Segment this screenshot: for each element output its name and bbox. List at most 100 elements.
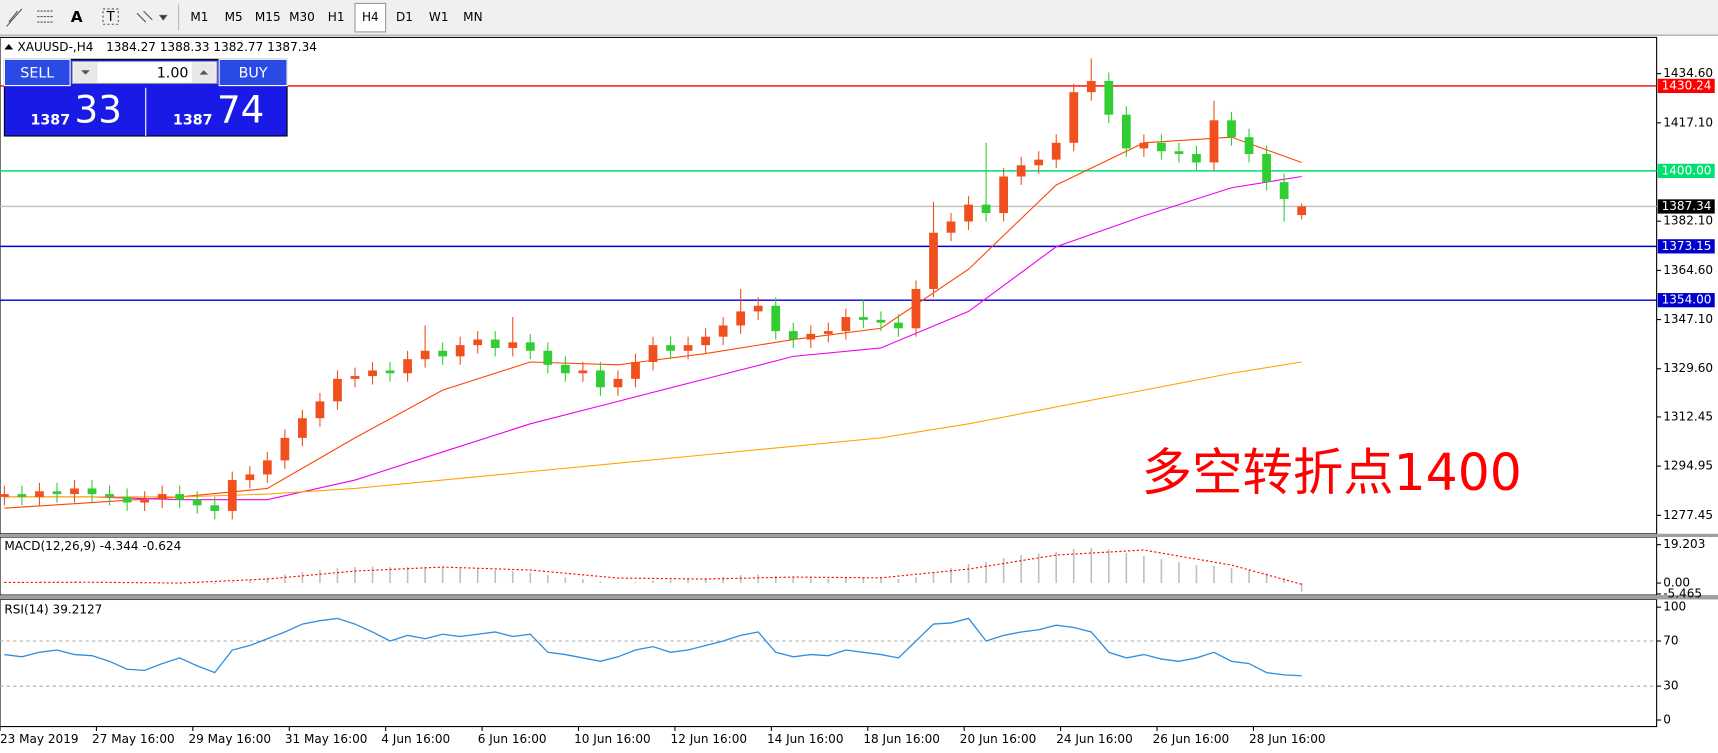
candle-body xyxy=(701,336,710,346)
buy-button[interactable] xyxy=(218,58,288,87)
candle-body xyxy=(1174,151,1184,155)
level-label: 1373.15 xyxy=(1662,239,1712,253)
candle-body xyxy=(0,494,9,497)
candle-body xyxy=(876,319,886,323)
timeframe-button[interactable]: H1 xyxy=(328,10,345,24)
timeframe-button[interactable]: M15 xyxy=(255,10,281,24)
x-tick-label: 4 Jun 16:00 xyxy=(381,732,450,746)
candle-body xyxy=(1051,142,1061,160)
candle-body xyxy=(1034,159,1044,166)
timeframe-button[interactable]: M1 xyxy=(190,10,208,24)
x-tick-label: 6 Jun 16:00 xyxy=(478,732,547,746)
level-label: 1387.34 xyxy=(1662,199,1712,213)
y-tick-label: 1382.10 xyxy=(1663,214,1713,228)
timeframe-button[interactable]: M5 xyxy=(225,10,243,24)
rsi-name: RSI(14) xyxy=(4,602,48,616)
tool-text[interactable]: A xyxy=(71,8,83,26)
buy-price-big[interactable]: 1387 xyxy=(173,113,213,129)
volume-box[interactable] xyxy=(71,60,218,84)
candle-body xyxy=(473,339,483,346)
y-tick-label: 1294.95 xyxy=(1663,459,1713,473)
candle-body xyxy=(1209,120,1219,163)
candle-body xyxy=(315,401,325,419)
timeframe-button[interactable]: W1 xyxy=(429,10,449,24)
candle-body xyxy=(1244,137,1254,155)
sell-price-pips[interactable]: 33 xyxy=(75,87,122,131)
rsi-tick-label: 30 xyxy=(1663,679,1678,693)
timeframe-button[interactable]: D1 xyxy=(396,10,413,24)
x-tick-label: 29 May 16:00 xyxy=(188,732,271,746)
candle-body xyxy=(368,370,377,377)
candle-body xyxy=(508,342,518,348)
moving-average xyxy=(4,136,1302,509)
timeframe-button[interactable]: M30 xyxy=(289,10,315,24)
level-label: 1400.00 xyxy=(1662,163,1712,177)
candle-body xyxy=(841,317,851,332)
y-tick-label: 1347.10 xyxy=(1663,312,1713,326)
candle-body xyxy=(946,221,956,233)
plot: 1434.60 1417.10 1382.10 1364.60 1347.10 1329.… xyxy=(0,58,1715,746)
rsi-label: RSI(14) 39.2127 xyxy=(4,602,102,616)
arrow-down xyxy=(81,70,90,75)
candle-body xyxy=(911,288,921,329)
candle-body xyxy=(1069,92,1079,143)
x-tick-label: 12 Jun 16:00 xyxy=(671,732,748,746)
y-tick-label: 1312.45 xyxy=(1663,409,1713,423)
candle-body xyxy=(1279,182,1289,199)
candle-body xyxy=(455,345,465,357)
candle-body xyxy=(105,494,114,497)
y-tick-label: 1277.45 xyxy=(1663,508,1713,522)
level-label: 1430.24 xyxy=(1662,78,1712,92)
candle-body xyxy=(70,488,79,495)
candle-body xyxy=(683,345,693,351)
candle-body xyxy=(788,331,798,340)
trade-panel: SELL BUY 1.00 1387 33 1387 74 xyxy=(3,58,288,137)
open: 1384.27 xyxy=(106,40,156,54)
sell-price-big[interactable]: 1387 xyxy=(30,113,70,129)
sell-label[interactable]: SELL xyxy=(20,66,54,82)
icon-grid xyxy=(37,10,53,23)
moving-average xyxy=(4,175,1302,501)
candle-body xyxy=(648,345,658,363)
timeframe-button[interactable]: H4 xyxy=(362,10,379,24)
macd-tick-label: -5.465 xyxy=(1663,586,1702,600)
candle-body xyxy=(1104,80,1114,115)
x-tick-label: 18 Jun 16:00 xyxy=(863,732,940,746)
candle-body xyxy=(1297,206,1307,216)
rsi-pane xyxy=(0,598,1658,728)
candle-body xyxy=(298,418,307,438)
buy-price-pips[interactable]: 74 xyxy=(217,87,264,131)
sell-button[interactable] xyxy=(3,58,71,87)
candle-body xyxy=(1157,142,1166,152)
high: 1388.33 xyxy=(160,40,210,54)
active-timeframe xyxy=(354,2,387,33)
rsi-value: 39.2127 xyxy=(53,602,103,616)
candle-body xyxy=(964,204,973,222)
timeframes: M1 M5 M15 M30 H1 H4 D1 W1 MN xyxy=(190,2,483,33)
candle-body xyxy=(227,480,237,511)
icon-dropdown xyxy=(158,14,168,21)
candle-body xyxy=(350,376,360,379)
tool-text[interactable]: T xyxy=(106,10,116,25)
candle-body xyxy=(1016,165,1026,177)
macd-pane xyxy=(0,536,1658,596)
rsi-tick-label: 100 xyxy=(1663,600,1686,614)
candle-body xyxy=(52,491,62,495)
candle-body xyxy=(753,305,763,312)
timeframe-button[interactable]: MN xyxy=(463,10,482,24)
rsi-line xyxy=(4,617,1302,677)
buy-label[interactable]: BUY xyxy=(239,66,268,82)
macd-signal xyxy=(4,549,1302,585)
level-label: 1354.00 xyxy=(1662,293,1712,307)
candle-body xyxy=(543,350,553,365)
volume[interactable]: 1.00 xyxy=(157,66,189,82)
collapse-icon[interactable] xyxy=(4,43,14,50)
candle-body xyxy=(403,359,412,374)
x-tick-label: 31 May 16:00 xyxy=(285,732,368,746)
candle-body xyxy=(17,494,27,497)
candle-body xyxy=(157,494,167,500)
macd-signal: -0.624 xyxy=(142,538,181,552)
macd-label: MACD(12,26,9) -4.344 -0.624 xyxy=(4,538,181,552)
x-tick-label: 23 May 2019 xyxy=(0,732,79,746)
